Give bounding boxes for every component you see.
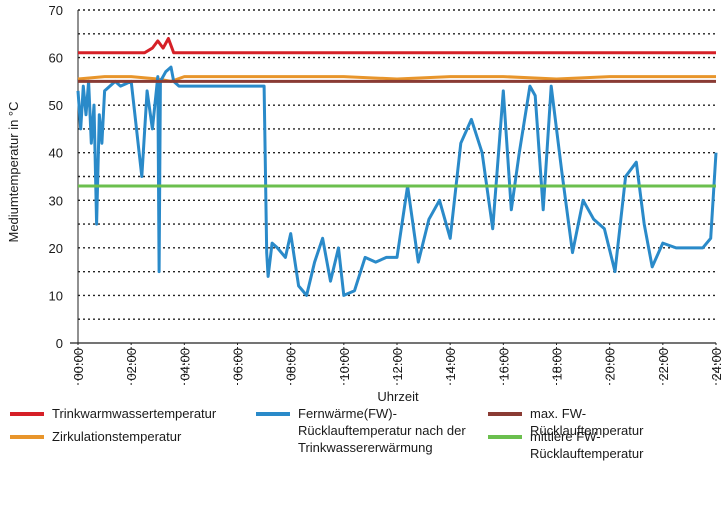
legend-label: mittlere FW-Rücklauftemperatur xyxy=(530,429,644,461)
legend-item-trinkwarmwasser: Trinkwarmwassertemperatur xyxy=(10,405,216,422)
x-tick-label: 12:00 xyxy=(390,348,405,381)
y-tick-label: 70 xyxy=(49,3,63,18)
series-lines xyxy=(76,37,718,297)
legend-swatch xyxy=(488,435,522,439)
grid-lines xyxy=(70,9,716,344)
legend-swatch xyxy=(10,435,44,439)
series-line-0 xyxy=(78,37,716,55)
x-tick-label: 02:00 xyxy=(124,348,139,381)
series-line-2 xyxy=(76,65,718,297)
y-tick-label: 10 xyxy=(49,288,63,303)
x-tick-label: 20:00 xyxy=(603,348,618,381)
legend-item-fw-ruecklauf: Fernwärme(FW)-Rücklauftemperatur nach de… xyxy=(256,405,466,456)
legend-label: Fernwärme(FW)-Rücklauftemperatur nach de… xyxy=(298,406,466,455)
y-tick-label: 30 xyxy=(49,193,63,208)
x-tick-label: 10:00 xyxy=(337,348,352,381)
x-tick-label: 04:00 xyxy=(177,348,192,381)
legend-swatch xyxy=(10,412,44,416)
x-tick-label: 14:00 xyxy=(443,348,458,381)
x-tick-label: 16:00 xyxy=(496,348,511,381)
y-tick-label: 20 xyxy=(49,241,63,256)
y-axis-ticks: 0 10 20 30 40 50 60 70 xyxy=(49,3,63,351)
y-tick-label: 0 xyxy=(56,336,63,351)
legend-item-max-fw: max. FW-Rücklauftemperatur xyxy=(488,405,643,439)
x-tick-label: 00:00 xyxy=(71,348,86,381)
y-axis-label: Mediumtemperatur in °C xyxy=(6,101,21,242)
legend-swatch xyxy=(488,412,522,416)
legend-item-mittlere-fw: mittlere FW-Rücklauftemperatur xyxy=(488,428,643,462)
x-axis-ticks: 00:00 02:00 04:00 06:00 08:00 10:00 12:00 14:00… xyxy=(71,343,724,385)
x-tick-label: 18:00 xyxy=(550,348,565,381)
x-tick-label: 06:00 xyxy=(231,348,246,381)
x-tick-label: 08:00 xyxy=(284,348,299,381)
x-axis-label: Uhrzeit xyxy=(377,389,419,404)
y-tick-label: 60 xyxy=(49,51,63,66)
legend-label: max. FW-Rücklauftemperatur xyxy=(530,406,644,438)
x-tick-label: 22:00 xyxy=(656,348,671,381)
legend-swatch xyxy=(256,412,290,416)
legend-label: Zirkulationstemperatur xyxy=(52,429,182,444)
legend-item-zirkulation: Zirkulationstemperatur xyxy=(10,428,181,445)
y-tick-label: 40 xyxy=(49,146,63,161)
y-tick-label: 50 xyxy=(49,98,63,113)
legend-label: Trinkwarmwassertemperatur xyxy=(52,406,217,421)
series-line-1 xyxy=(77,75,716,83)
x-tick-label: 24:00 xyxy=(709,348,724,381)
